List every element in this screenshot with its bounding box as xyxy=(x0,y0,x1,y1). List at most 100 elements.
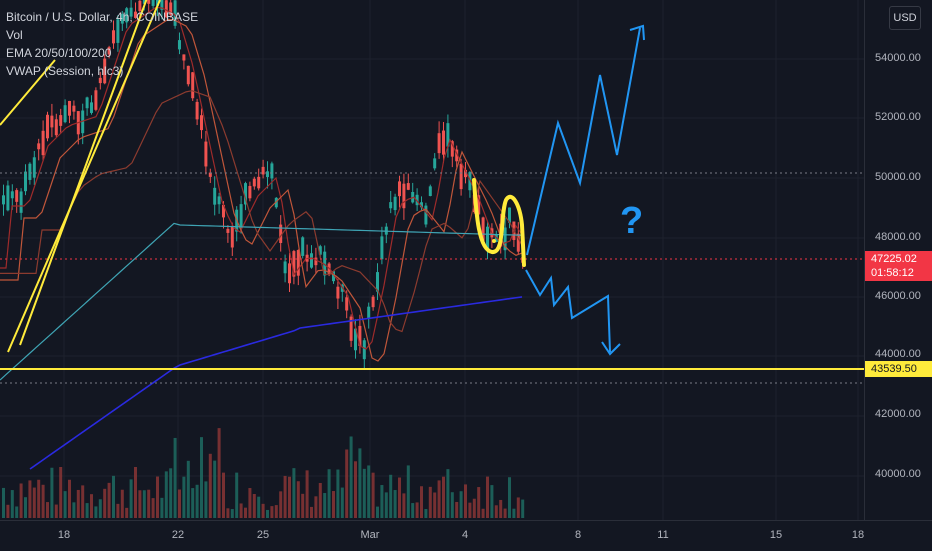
time-tick: 22 xyxy=(171,529,185,541)
volume-bar xyxy=(85,503,89,518)
volume-bar xyxy=(226,508,230,518)
candle-body xyxy=(204,141,208,167)
bullish-projection xyxy=(526,27,641,256)
volume-bar xyxy=(424,509,428,518)
volume-bar xyxy=(81,485,85,518)
highlight-drawing xyxy=(472,178,526,267)
candle-body xyxy=(134,11,137,18)
volume-bar xyxy=(156,476,159,518)
volume-bar xyxy=(516,497,520,518)
volume-bar xyxy=(15,506,19,518)
volume-bar xyxy=(19,483,23,518)
candle-body xyxy=(28,163,32,180)
volume-bar xyxy=(301,493,305,518)
candle-body xyxy=(420,202,423,208)
volume-bar xyxy=(112,475,115,518)
candle-body xyxy=(442,130,445,155)
volume-bar xyxy=(393,490,397,518)
trend-line xyxy=(0,59,56,126)
vwap-line xyxy=(29,296,523,470)
candle-body xyxy=(68,100,71,116)
candle-body xyxy=(459,163,463,190)
candle-body xyxy=(248,185,252,199)
volume-bar xyxy=(349,436,353,518)
volume-bar xyxy=(411,503,415,518)
volume-bar xyxy=(107,482,111,518)
candle-body xyxy=(169,2,173,15)
volume-bar xyxy=(367,465,371,518)
candle-body xyxy=(380,236,384,260)
candle-body xyxy=(37,143,41,150)
volume-bar xyxy=(521,499,525,518)
candle-body xyxy=(195,101,199,120)
volume-bar xyxy=(420,486,423,518)
candle-body xyxy=(217,196,221,205)
price-tick: 44000.00 xyxy=(875,348,921,360)
candle-body xyxy=(230,226,234,248)
ema-20-line xyxy=(0,6,523,350)
volume-bar xyxy=(415,502,419,518)
volume-bar xyxy=(173,437,177,518)
candle-body xyxy=(389,202,393,209)
candle-body xyxy=(318,246,322,255)
volume-bar xyxy=(455,501,459,518)
volume-bar xyxy=(116,503,120,518)
volume-bar xyxy=(283,475,287,518)
trend-line xyxy=(7,0,161,353)
candle-body xyxy=(481,217,485,241)
candle-body xyxy=(301,237,305,256)
time-tick: 4 xyxy=(461,529,469,541)
volume-bar xyxy=(464,484,467,518)
price-tick: 48000.00 xyxy=(875,231,921,243)
bearish-arrowhead xyxy=(601,341,621,356)
candle-body xyxy=(244,183,247,205)
volume-bar xyxy=(147,489,151,518)
chart-pane[interactable]: Bitcoin / U.S. Dollar, 4h, COINBASE Vol … xyxy=(0,0,864,520)
volume-bar xyxy=(37,479,41,518)
candle-body xyxy=(182,54,186,61)
volume-bar xyxy=(503,508,507,518)
candle-body xyxy=(142,0,146,4)
volume-bar xyxy=(191,488,195,518)
chart-legend: Bitcoin / U.S. Dollar, 4h, COINBASE Vol … xyxy=(6,8,198,80)
volume-bar xyxy=(90,494,93,518)
volume-bar xyxy=(142,490,146,518)
candle-body xyxy=(433,158,437,169)
volume-bar xyxy=(103,488,107,518)
volume-indicator-label[interactable]: Vol xyxy=(6,28,23,42)
candle-body xyxy=(266,171,269,178)
volume-bar xyxy=(252,493,256,518)
volume-bar xyxy=(6,504,10,518)
volume-bar xyxy=(54,504,58,518)
candle-body xyxy=(503,227,507,251)
question-mark-annotation[interactable]: ? xyxy=(620,200,644,242)
candle-body xyxy=(107,47,111,55)
support-level-badge: 43539.50 xyxy=(865,361,932,377)
price-axis[interactable]: USD 54000.00 52000.00 50000.00 48000.00 … xyxy=(864,0,932,520)
symbol-title[interactable]: Bitcoin / U.S. Dollar, 4h, COINBASE xyxy=(6,10,199,24)
candle-body xyxy=(10,191,14,199)
last-price-badge: 47225.02 01:58:12 xyxy=(865,251,932,281)
candle-body xyxy=(376,272,379,292)
candle-body xyxy=(2,195,5,205)
candle-body xyxy=(270,163,274,179)
vwap-indicator-label[interactable]: VWAP (Session, hlc3) xyxy=(6,64,124,78)
ema-indicator-label[interactable]: EMA 20/50/100/200 xyxy=(6,46,112,60)
time-axis[interactable]: 18 22 25 Mar 4 8 11 15 18 xyxy=(0,520,932,551)
volume-bar xyxy=(204,481,208,518)
volume-bar xyxy=(63,491,67,518)
price-chart[interactable] xyxy=(0,0,864,520)
volume-bar xyxy=(208,453,212,518)
time-tick: 18 xyxy=(57,529,71,541)
volume-bar xyxy=(459,491,463,518)
volume-bar xyxy=(129,479,133,518)
candle-body xyxy=(50,115,54,128)
candle-body xyxy=(288,263,291,284)
candle-body xyxy=(147,0,151,4)
candle-body xyxy=(125,8,129,23)
candle-body xyxy=(208,172,212,177)
currency-button[interactable]: USD xyxy=(889,6,921,30)
volume-bar xyxy=(512,508,516,518)
volume-bar xyxy=(323,493,327,518)
candle-body xyxy=(98,77,102,84)
